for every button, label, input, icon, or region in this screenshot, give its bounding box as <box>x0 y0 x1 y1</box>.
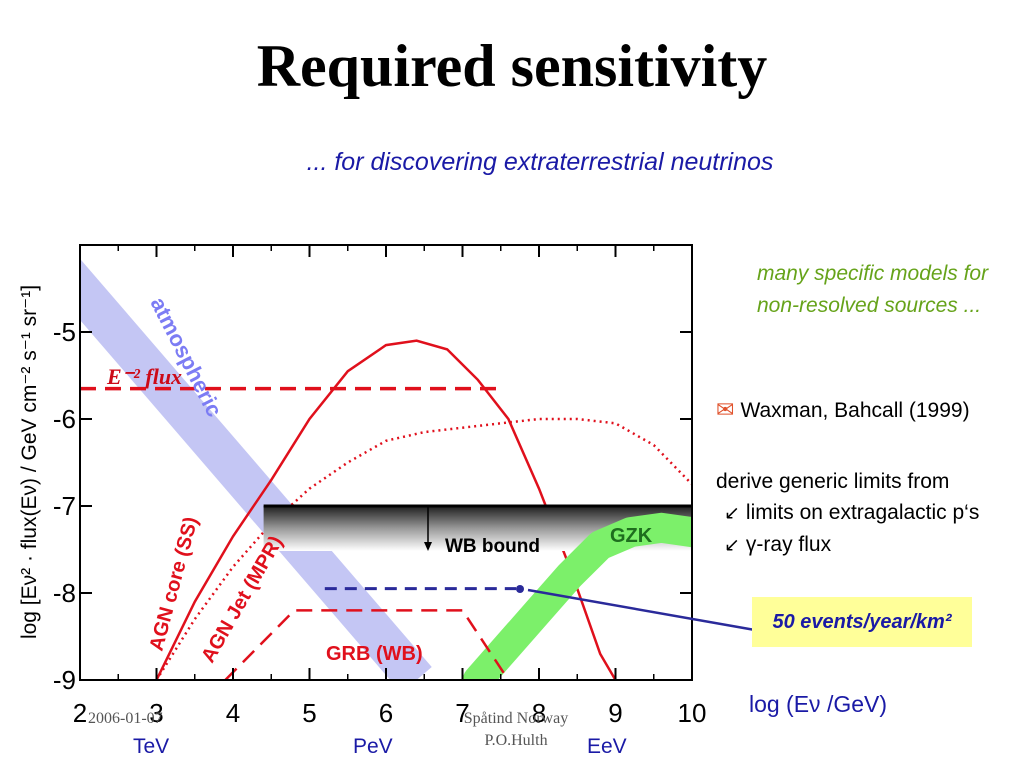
label-agn-core: AGN core (SS) <box>146 514 203 653</box>
y-tick-label: -9 <box>53 665 76 695</box>
footer-author: P.O.Hulth <box>484 732 548 749</box>
label-agn-jet: AGN Jet (MPR) <box>197 532 287 666</box>
derive-bullet: ↙ γ-ray flux <box>724 529 979 561</box>
side-note-line: many specific models for <box>757 262 989 285</box>
x-tick-label: 7 <box>455 698 469 728</box>
x-tick-label: 3 <box>149 698 163 728</box>
side-note-line: non-resolved sources ... <box>757 294 982 317</box>
label-grb: GRB (WB) <box>326 643 423 665</box>
side-note: many specific models for non-resolved so… <box>757 258 1024 322</box>
footer-date: 2006-01-07 <box>88 710 163 727</box>
slide-subtitle: ... for discovering extraterrestrial neu… <box>306 148 774 176</box>
footer-location: Spåtind Norway <box>463 710 569 727</box>
envelope-icon: ✉ <box>716 397 735 422</box>
series-grb-wb <box>224 609 510 680</box>
x-axis-label: log (Eν /GeV) <box>749 691 887 717</box>
derive-bullet: ↙ limits on extragalactic p‘s <box>724 497 979 529</box>
unit-tev: TeV <box>133 735 170 758</box>
x-tick-label: 6 <box>379 698 393 728</box>
x-tick-label: 4 <box>226 698 240 728</box>
series-gzk <box>462 512 692 680</box>
y-tick-label: -5 <box>53 317 76 347</box>
series-layer <box>80 258 692 680</box>
x-tick-label: 2 <box>73 698 87 728</box>
unit-eev: EeV <box>587 735 627 758</box>
x-tick-label: 8 <box>532 698 546 728</box>
y-tick-label: -6 <box>53 404 76 434</box>
reference-text: Waxman, Bahcall (1999) <box>740 399 970 422</box>
x-tick-label: 9 <box>608 698 622 728</box>
x-tick-label: 5 <box>302 698 316 728</box>
y-axis-label: log [Eν² · flux(Eν) / GeV cm⁻² s⁻¹ sr⁻¹] <box>18 285 41 639</box>
events-pointer-line <box>527 588 756 632</box>
wb-bound-arrow-head <box>424 542 432 551</box>
x-tick-label: 10 <box>678 698 707 728</box>
derive-list: derive generic limits from ↙ limits on ex… <box>716 466 979 561</box>
derive-bullet-text: limits on extragalactic p‘s <box>745 501 980 524</box>
label-wb-bound: WB bound <box>445 536 540 557</box>
unit-pev: PeV <box>353 735 393 758</box>
slide-title: Required sensitivity <box>256 33 768 99</box>
label-e2-flux: E⁻² flux <box>106 364 182 389</box>
y-tick-label: -7 <box>53 491 76 521</box>
events-callout: 50 events/year/km² <box>752 597 972 647</box>
label-gzk: GZK <box>610 525 653 547</box>
derive-bullet-text: γ-ray flux <box>745 533 832 556</box>
arrow-icon: ↙ <box>724 535 740 556</box>
y-tick-label: -8 <box>53 578 76 608</box>
arrow-icon: ↙ <box>724 503 740 524</box>
tick-layer: 2 3 4 5 6 7 8 9 10 -5 -6 -7 -8 -9 <box>53 245 707 728</box>
series-atmospheric <box>80 258 432 680</box>
events-pointer-dot <box>516 585 524 593</box>
reference: ✉ Waxman, Bahcall (1999) <box>716 397 970 423</box>
derive-heading: derive generic limits from <box>716 470 950 493</box>
